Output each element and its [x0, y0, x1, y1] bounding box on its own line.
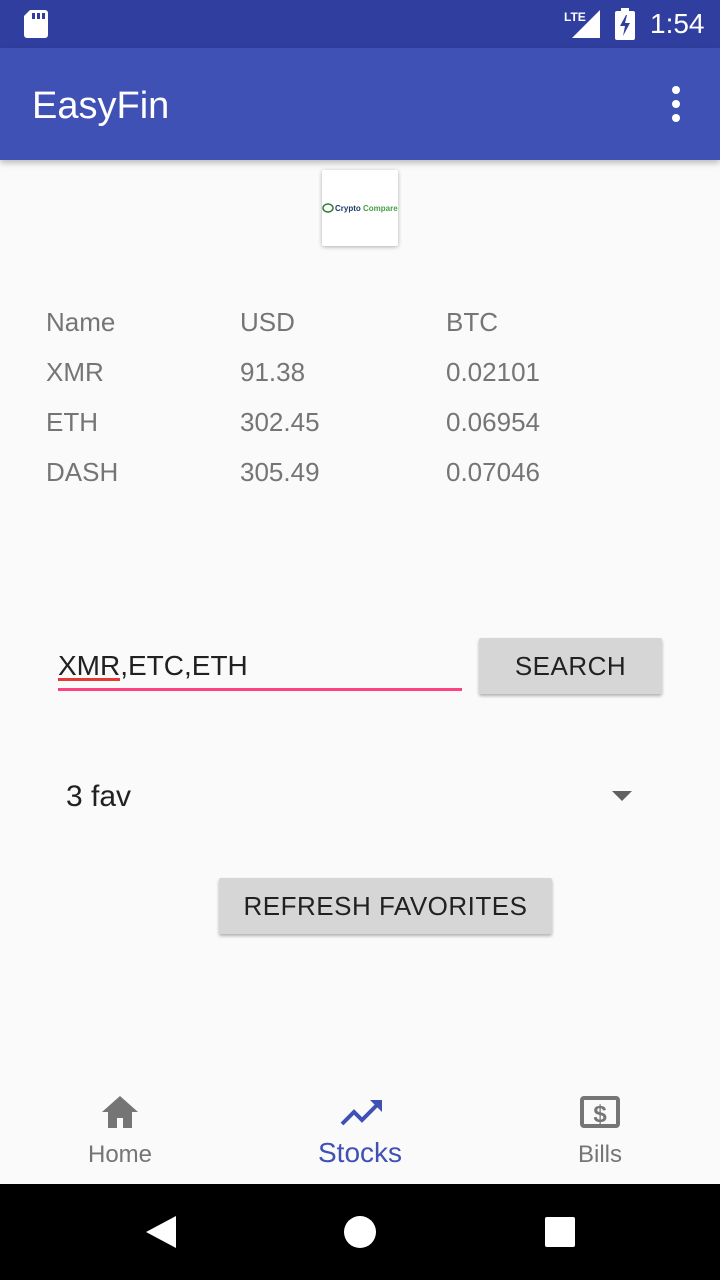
- favorites-selected-value: 3 fav: [66, 780, 132, 813]
- system-navigation-bar: [0, 1184, 720, 1280]
- recents-icon[interactable]: [544, 1216, 576, 1248]
- app-title: EasyFin: [32, 85, 170, 127]
- coin-usd: 302.45: [240, 407, 320, 437]
- sd-card-icon: [24, 10, 48, 38]
- battery-charging-icon: [615, 8, 635, 40]
- dropdown-arrow-icon: [612, 791, 632, 801]
- cryptocompare-logo: Crypto Compare: [322, 170, 398, 246]
- lte-label: LTE: [564, 10, 586, 24]
- status-bar: LTE 1:54: [0, 0, 720, 48]
- search-input[interactable]: [58, 644, 462, 691]
- lte-signal-icon: LTE: [564, 10, 600, 38]
- header-name: Name: [46, 307, 116, 337]
- more-vert-icon[interactable]: [662, 84, 690, 124]
- table-row: XMR 91.38 0.02101: [46, 348, 666, 398]
- table-row: ETH 302.45 0.06954: [46, 398, 666, 448]
- nav-item-stocks[interactable]: Stocks: [240, 1080, 480, 1184]
- refresh-favorites-button[interactable]: REFRESH FAVORITES: [219, 878, 552, 934]
- coin-btc: 0.07046: [446, 457, 540, 487]
- header-btc: BTC: [446, 307, 498, 337]
- bottom-navigation: Home Stocks $ Bills: [0, 1080, 720, 1184]
- home-button-icon[interactable]: [342, 1214, 378, 1250]
- nav-item-bills[interactable]: $ Bills: [480, 1080, 720, 1184]
- status-time: 1:54: [650, 8, 705, 39]
- nav-label-bills: Bills: [577, 1141, 622, 1168]
- table-header-row: Name USD BTC: [46, 298, 666, 348]
- favorites-dropdown[interactable]: 3 fav: [50, 766, 650, 826]
- bills-icon: $: [580, 1096, 620, 1128]
- nav-item-home[interactable]: Home: [0, 1080, 240, 1184]
- logo-text-compare: Compare: [363, 204, 398, 213]
- coin-btc: 0.06954: [446, 407, 540, 437]
- coin-btc: 0.02101: [446, 357, 540, 387]
- price-table: Name USD BTC XMR 91.38 0.02101 ETH 302.4…: [46, 298, 666, 498]
- nav-label-stocks: Stocks: [317, 1137, 403, 1168]
- coin-name: ETH: [46, 407, 98, 437]
- trending-up-icon: [340, 1100, 382, 1126]
- logo-text-crypto: Crypto: [335, 204, 361, 213]
- coin-usd: 305.49: [240, 457, 320, 487]
- back-icon[interactable]: [144, 1214, 178, 1250]
- coin-name: XMR: [46, 357, 104, 387]
- coin-usd: 91.38: [240, 357, 306, 387]
- search-button[interactable]: SEARCH: [479, 638, 662, 694]
- app-bar: EasyFin: [0, 48, 720, 160]
- cryptocompare-logo-icon: Crypto Compare: [322, 203, 398, 213]
- nav-label-home: Home: [87, 1141, 153, 1168]
- header-usd: USD: [240, 307, 295, 337]
- coin-name: DASH: [46, 457, 119, 487]
- home-icon: [102, 1096, 138, 1128]
- table-row: DASH 305.49 0.07046: [46, 448, 666, 498]
- svg-text:$: $: [593, 1101, 607, 1128]
